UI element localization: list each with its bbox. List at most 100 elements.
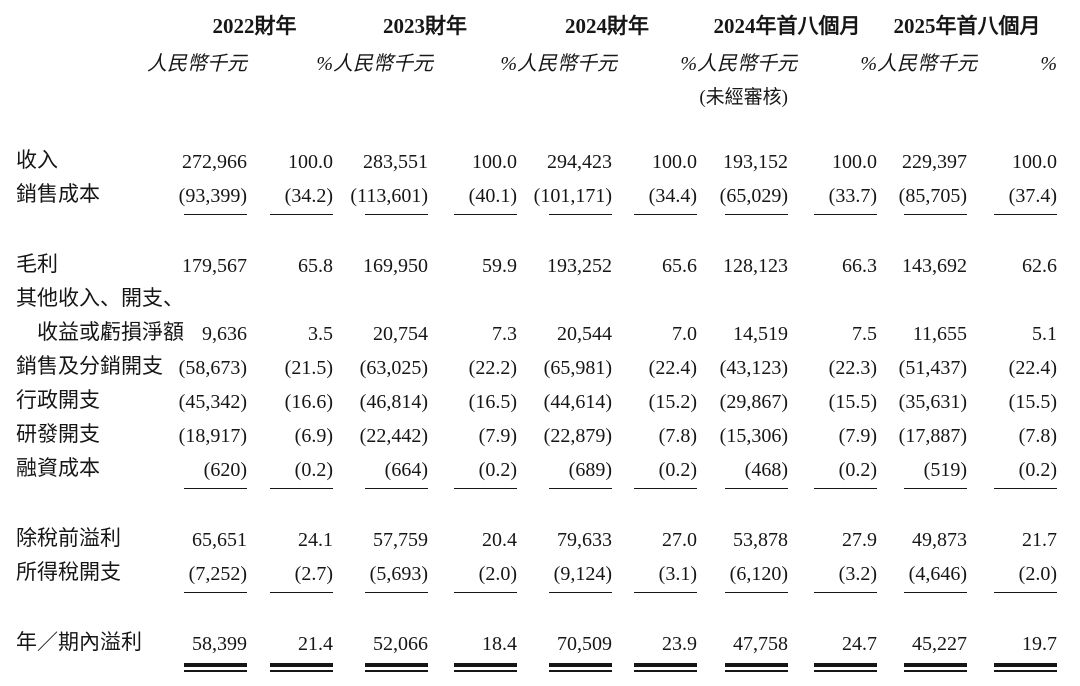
percent-header: % [500, 53, 517, 75]
single-rule [725, 592, 788, 593]
amount-cell: (63,025) [359, 357, 428, 379]
unit-header: 人民幣千元 [517, 53, 617, 75]
percent-cell: (7.9) [478, 425, 517, 447]
percent-header: % [316, 53, 333, 75]
double-rule [365, 663, 428, 672]
table-row: 毛利 179,567 65.8 169,950 59.9 193,252 65.6 128,1… [16, 248, 1057, 282]
amount-cell: 52,066 [373, 633, 428, 655]
single-rule [814, 488, 877, 489]
double-rule [184, 663, 247, 672]
amount-cell: 143,692 [902, 255, 967, 277]
percent-cell: (22.4) [648, 357, 697, 379]
amount-cell: 47,758 [733, 633, 788, 655]
amount-cell: (664) [384, 459, 428, 481]
percent-cell: (7.8) [658, 425, 697, 447]
percent-cell: 65.8 [298, 255, 333, 277]
row-label: 收益或虧損淨額 [37, 320, 184, 344]
amount-cell: (6,120) [729, 563, 788, 585]
table-row: 年／期內溢利 58,399 21.4 52,066 18.4 70,509 23.9 47,7… [16, 626, 1057, 660]
percent-cell: (7.8) [1018, 425, 1057, 447]
table-head: 2022財年 2023財年 2024財年 2024年首八個月 2025年首八個月人民幣千… [16, 10, 1057, 144]
period-header: 2024財年 [565, 14, 649, 38]
percent-cell [428, 282, 517, 316]
amount-cell: (5,693) [369, 563, 428, 585]
amount-cell: 169,950 [363, 255, 428, 277]
row-label: 研發開支 [16, 422, 100, 446]
percent-cell: 23.9 [662, 633, 697, 655]
spacer-row [16, 224, 1057, 248]
single-rule [814, 214, 877, 215]
amount-cell: 229,397 [902, 151, 967, 173]
double-rule [725, 663, 788, 672]
percent-cell: 21.4 [298, 633, 333, 655]
amount-cell: (22,442) [359, 425, 428, 447]
percent-cell: (6.9) [294, 425, 333, 447]
percent-cell: 65.6 [662, 255, 697, 277]
percent-cell: (0.2) [658, 459, 697, 481]
row-label: 行政開支 [16, 388, 100, 412]
percent-cell: (3.2) [838, 563, 877, 585]
amount-cell: (113,601) [350, 185, 428, 207]
table-row: 所得稅開支 (7,252) (2.7) (5,693) (2.0) (9,124) (3.1… [16, 556, 1057, 590]
amount-cell: 20,754 [373, 323, 428, 345]
note-row: (未經審核) [16, 80, 1057, 144]
unit-header: 人民幣千元 [333, 53, 433, 75]
row-label: 其他收入、開支、 [16, 286, 184, 310]
percent-header: % [1040, 53, 1057, 75]
single-rule [454, 592, 517, 593]
single-rule [634, 592, 697, 593]
amount-cell: 57,759 [373, 529, 428, 551]
single-rule [270, 214, 333, 215]
row-label: 毛利 [16, 252, 58, 276]
single-rule [549, 592, 612, 593]
single-rule [634, 488, 697, 489]
percent-cell: 27.0 [662, 529, 697, 551]
amount-cell: (7,252) [188, 563, 247, 585]
double-rule [270, 663, 333, 672]
single-rule [549, 214, 612, 215]
amount-cell: 9,636 [202, 323, 247, 345]
amount-cell [877, 282, 967, 316]
percent-cell: (3.1) [658, 563, 697, 585]
table-row: 其他收入、開支、 [16, 282, 1057, 316]
table-row: 行政開支 (45,342) (16.6) (46,814) (16.5) (44,614)… [16, 384, 1057, 418]
percent-cell: 7.3 [492, 323, 517, 345]
amount-cell: (22,879) [543, 425, 612, 447]
period-header: 2022財年 [212, 14, 297, 38]
amount-cell: 294,423 [547, 151, 612, 173]
amount-cell [697, 282, 788, 316]
amount-cell: 128,123 [723, 255, 788, 277]
rule-row [16, 660, 1057, 680]
single-rule [454, 214, 517, 215]
amount-cell: (45,342) [178, 391, 247, 413]
single-rule [904, 592, 967, 593]
single-rule [270, 488, 333, 489]
percent-cell: 100.0 [288, 151, 333, 173]
percent-cell: 19.7 [1022, 633, 1057, 655]
amount-cell: (17,887) [898, 425, 967, 447]
percent-cell: (0.2) [838, 459, 877, 481]
amount-cell: (29,867) [719, 391, 788, 413]
amount-cell [517, 282, 612, 316]
unit-header: 人民幣千元 [147, 53, 247, 75]
percent-cell [967, 282, 1057, 316]
unit-header: 人民幣千元 [697, 53, 797, 75]
rule-row [16, 590, 1057, 602]
single-rule [814, 592, 877, 593]
period-header-row: 2022財年 2023財年 2024財年 2024年首八個月 2025年首八個月 [16, 10, 1057, 42]
percent-cell: 18.4 [482, 633, 517, 655]
percent-cell: (2.0) [1018, 563, 1057, 585]
percent-cell: (0.2) [1018, 459, 1057, 481]
double-rule [549, 663, 612, 672]
amount-cell: (58,673) [178, 357, 247, 379]
amount-cell: (44,614) [543, 391, 612, 413]
single-rule [725, 214, 788, 215]
spacer-row [16, 498, 1057, 522]
percent-cell: (15.2) [648, 391, 697, 413]
amount-cell: 53,878 [733, 529, 788, 551]
amount-cell: 272,966 [182, 151, 247, 173]
percent-cell: (40.1) [468, 185, 517, 207]
income-statement-table: 2022財年 2023財年 2024財年 2024年首八個月 2025年首八個月人民幣千… [16, 10, 1057, 680]
